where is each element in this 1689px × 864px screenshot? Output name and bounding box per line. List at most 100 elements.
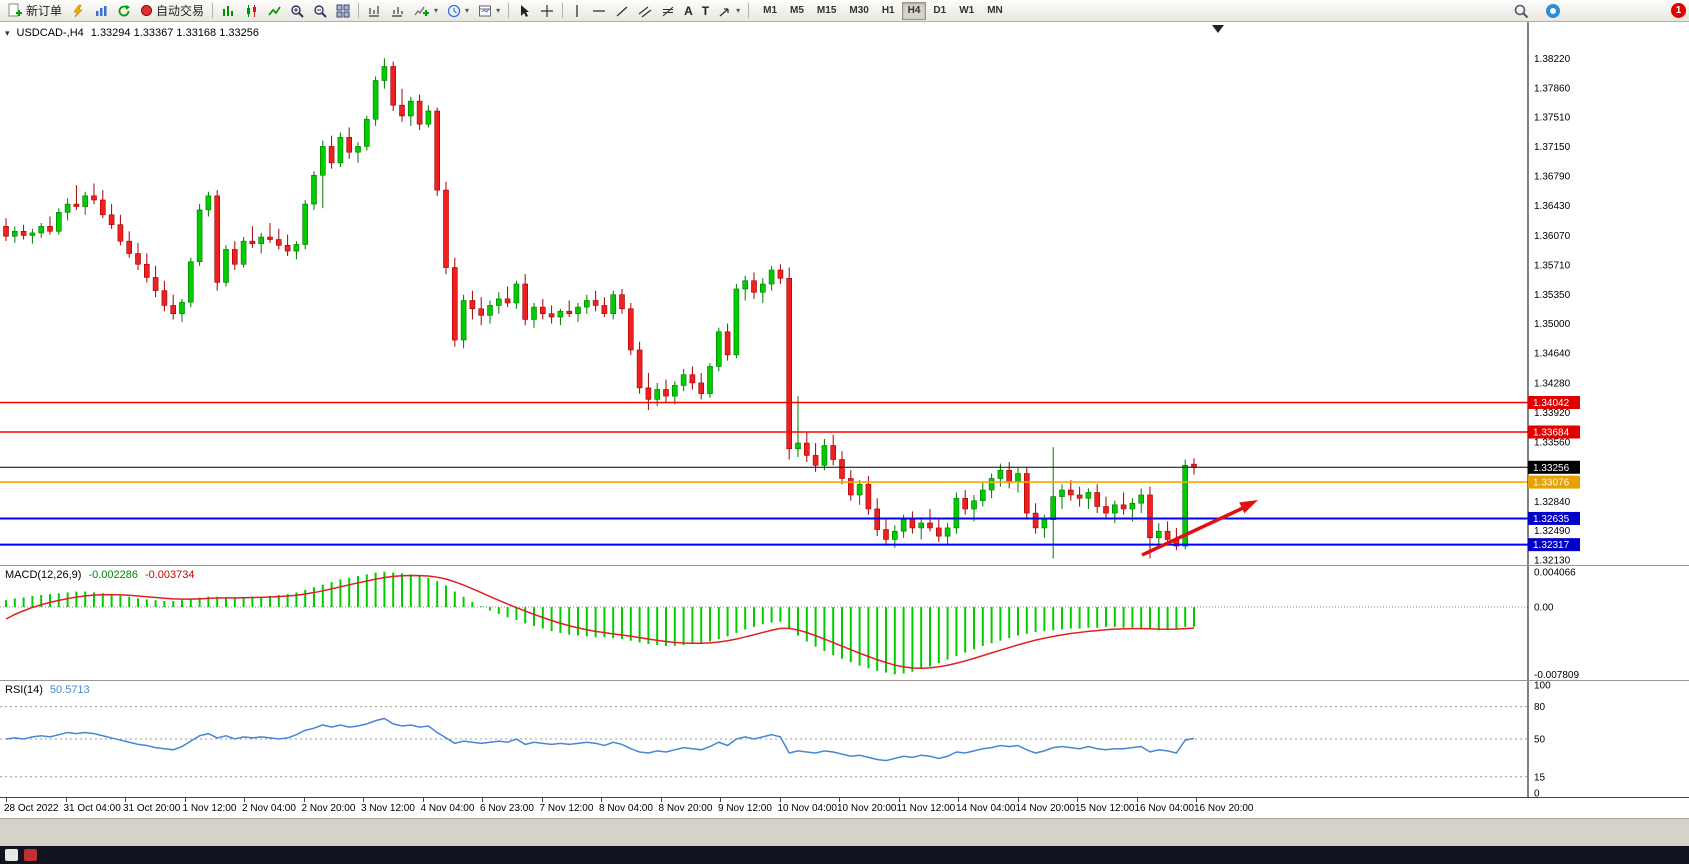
time-axis-tick	[1136, 798, 1138, 802]
indicators-icon[interactable]: ▾	[409, 1, 442, 20]
dropdown-caret-icon: ▾	[465, 6, 470, 15]
auto-trading-button[interactable]: 自动交易	[136, 1, 208, 20]
fibonacci-tool-icon[interactable]	[657, 1, 679, 20]
periods-clock-icon[interactable]: ▾	[443, 1, 473, 20]
text-tool-icon[interactable]: A	[680, 1, 697, 20]
market-watch-icon[interactable]	[90, 1, 112, 20]
svg-text:100: 100	[1534, 681, 1551, 692]
vertical-line-tool-icon[interactable]	[567, 1, 587, 20]
arrows-tool-icon[interactable]: ▾	[714, 1, 744, 20]
svg-text:1.33560: 1.33560	[1534, 438, 1571, 449]
macd-panel[interactable]: 0.004066 0.00 -0.007809	[0, 566, 1689, 680]
rsi-panel[interactable]: 100 80 50 15 0	[0, 681, 1689, 797]
timeframe-m15-button[interactable]: M15	[816, 5, 837, 16]
cursor-tool-icon[interactable]	[513, 1, 535, 20]
toolbar-separator	[748, 3, 750, 18]
templates-icon[interactable]: ▾	[474, 1, 504, 20]
crosshair-tool-icon[interactable]	[536, 1, 558, 20]
svg-text:1.32840: 1.32840	[1534, 497, 1571, 508]
time-axis-tick	[720, 798, 721, 802]
svg-text:1.36790: 1.36790	[1534, 172, 1571, 183]
zoom-in-icon[interactable]	[286, 1, 308, 20]
main-price-chart[interactable]: 1.38220 1.37860 1.37510 1.37150 1.36790 1.364…	[0, 22, 1689, 565]
toolbar-separator	[212, 3, 214, 18]
time-axis-tick	[363, 798, 364, 802]
panel-separator[interactable]	[0, 680, 1689, 681]
panel-separator[interactable]	[0, 565, 1689, 566]
svg-text:1.34640: 1.34640	[1534, 349, 1571, 360]
svg-text:15: 15	[1534, 772, 1546, 783]
time-axis-label: 10 Nov 04:00	[777, 803, 838, 814]
time-axis-label: 31 Oct 04:00	[63, 803, 121, 814]
timeframe-h1-button[interactable]: H1	[881, 5, 895, 16]
svg-text:0.004066: 0.004066	[1534, 568, 1576, 579]
toolbar: 新订单 自动交易	[0, 0, 1689, 22]
timeframe-m30-button[interactable]: M30	[849, 5, 869, 16]
new-order-button[interactable]: 新订单	[4, 1, 66, 20]
time-axis-label: 1 Nov 12:00	[182, 803, 237, 814]
chart-profiles-icon[interactable]	[67, 1, 89, 20]
toolbar-separator	[508, 3, 510, 18]
svg-text:1.35710: 1.35710	[1534, 261, 1571, 272]
auto-trading-label: 自动交易	[156, 4, 205, 18]
time-axis[interactable]: 28 Oct 2022 31 Oct 04:00 31 Oct 20:00 1 Nov…	[0, 797, 1689, 818]
text-label-tool-icon[interactable]: T	[698, 1, 713, 20]
taskbar[interactable]	[0, 846, 1689, 864]
time-axis-label: 11 Nov 12:00	[896, 803, 956, 814]
refresh-icon[interactable]	[113, 1, 135, 20]
timeframe-m5-button[interactable]: M5	[790, 5, 804, 16]
notification-badge[interactable]: 1	[1671, 3, 1686, 18]
ohlc-values: 1.33294 1.33367 1.33168 1.33256	[90, 27, 259, 39]
time-axis-label: 15 Nov 12:00	[1075, 803, 1135, 814]
timeframe-w1-button[interactable]: W1	[959, 5, 975, 16]
time-axis-tick	[839, 798, 840, 802]
zoom-out-icon[interactable]	[309, 1, 331, 20]
time-axis-label: 7 Nov 12:00	[539, 803, 594, 814]
time-axis-label: 9 Nov 12:00	[718, 803, 772, 814]
svg-text:1.33256: 1.33256	[1533, 463, 1570, 474]
dropdown-caret-icon: ▾	[434, 6, 439, 15]
svg-text:1.32490: 1.32490	[1534, 526, 1571, 537]
time-axis-label: 31 Oct 20:00	[123, 803, 181, 814]
macd-label: MACD(12,26,9) -0.002286 -0.003734	[5, 569, 195, 581]
svg-text:1.33076: 1.33076	[1533, 478, 1570, 489]
channel-tool-icon[interactable]	[634, 1, 656, 20]
arrange-vertical-icon[interactable]	[386, 1, 408, 20]
svg-text:1.33920: 1.33920	[1534, 408, 1571, 419]
timeframe-group: M1 M5 M15 M30 H1 H4 D1 W1 MN	[757, 1, 1009, 20]
macd-signal-value: -0.003734	[144, 569, 195, 581]
svg-text:1.32130: 1.32130	[1534, 556, 1571, 565]
candlestick-icon[interactable]	[240, 1, 262, 20]
timeframe-m1-button[interactable]: M1	[763, 5, 778, 16]
time-axis-label: 16 Nov 20:00	[1194, 803, 1254, 814]
time-axis-tick	[660, 798, 662, 802]
tile-windows-icon[interactable]	[332, 1, 354, 20]
arrange-horizontal-icon[interactable]	[363, 1, 385, 20]
taskbar-app-icon[interactable]	[5, 849, 18, 861]
timeframe-mn-button[interactable]: MN	[987, 5, 1003, 16]
svg-text:1.38220: 1.38220	[1534, 54, 1571, 65]
horizontal-line-tool-icon[interactable]	[588, 1, 610, 20]
svg-text:1.36070: 1.36070	[1534, 231, 1571, 242]
timeframe-d1-button[interactable]: D1	[933, 5, 947, 16]
community-icon[interactable]	[1541, 1, 1565, 20]
svg-text:1.36430: 1.36430	[1534, 201, 1571, 212]
auto-trading-icon	[140, 4, 153, 17]
new-order-icon	[8, 3, 23, 18]
line-chart-icon[interactable]	[263, 1, 285, 20]
trendline-tool-icon[interactable]	[611, 1, 633, 20]
toolbar-separator	[562, 3, 564, 18]
time-axis-tick	[244, 798, 245, 802]
time-axis-label: 14 Nov 20:00	[1015, 803, 1076, 814]
timeframe-h4-button[interactable]: H4	[901, 1, 927, 20]
taskbar-app-icon[interactable]	[24, 849, 37, 861]
time-axis-tick	[541, 798, 543, 802]
collapse-triangle-icon[interactable]: ▾	[5, 27, 10, 38]
toolbar-separator	[358, 3, 360, 18]
search-icon[interactable]	[1509, 1, 1533, 20]
macd-name: MACD(12,26,9)	[5, 569, 82, 581]
bar-chart-icon[interactable]	[217, 1, 239, 20]
chart-title: ▾ USDCAD-,H4 1.33294 1.33367 1.33168 1.3…	[5, 27, 259, 39]
text-tool-glyph: A	[684, 3, 693, 18]
time-axis-label: 4 Nov 04:00	[420, 803, 475, 814]
